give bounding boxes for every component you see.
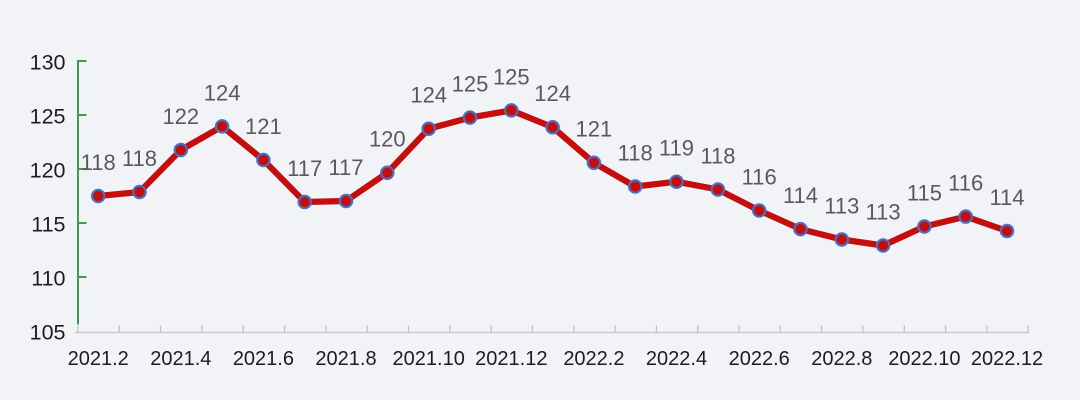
svg-text:115: 115 — [907, 180, 942, 205]
svg-text:2021.6: 2021.6 — [233, 348, 294, 370]
svg-text:119: 119 — [659, 136, 694, 161]
svg-text:125: 125 — [30, 104, 66, 128]
svg-text:118: 118 — [700, 143, 735, 168]
svg-text:115: 115 — [31, 212, 65, 236]
svg-text:121: 121 — [245, 114, 282, 139]
svg-text:113: 113 — [866, 199, 901, 224]
svg-text:2022.4: 2022.4 — [646, 348, 707, 370]
svg-text:117: 117 — [287, 156, 322, 181]
svg-text:117: 117 — [328, 155, 363, 180]
svg-text:118: 118 — [81, 150, 116, 175]
svg-text:114: 114 — [783, 183, 818, 208]
svg-text:2021.10: 2021.10 — [393, 348, 465, 370]
svg-text:2022.8: 2022.8 — [811, 348, 872, 370]
svg-text:105: 105 — [30, 320, 66, 344]
svg-text:120: 120 — [30, 158, 66, 182]
svg-text:2022.2: 2022.2 — [563, 348, 624, 370]
svg-text:125: 125 — [452, 72, 489, 97]
svg-text:120: 120 — [369, 127, 406, 152]
svg-text:118: 118 — [618, 140, 653, 165]
svg-text:110: 110 — [31, 266, 65, 290]
svg-text:130: 130 — [30, 50, 66, 74]
svg-text:2021.2: 2021.2 — [68, 348, 129, 370]
svg-text:124: 124 — [204, 80, 241, 105]
svg-text:2022.12: 2022.12 — [971, 348, 1043, 370]
svg-text:124: 124 — [410, 83, 447, 108]
svg-text:122: 122 — [162, 104, 199, 129]
svg-text:2021.4: 2021.4 — [150, 348, 211, 370]
svg-text:116: 116 — [948, 171, 983, 196]
svg-text:2022.10: 2022.10 — [888, 348, 960, 370]
svg-text:114: 114 — [989, 185, 1024, 210]
svg-text:2021.8: 2021.8 — [315, 348, 376, 370]
svg-text:121: 121 — [576, 117, 613, 142]
svg-text:124: 124 — [534, 81, 571, 106]
svg-text:2022.6: 2022.6 — [729, 348, 790, 370]
svg-text:113: 113 — [824, 193, 859, 218]
svg-text:2021.12: 2021.12 — [475, 348, 547, 370]
svg-text:118: 118 — [122, 146, 157, 171]
svg-text:116: 116 — [742, 164, 777, 189]
svg-text:125: 125 — [493, 64, 530, 89]
